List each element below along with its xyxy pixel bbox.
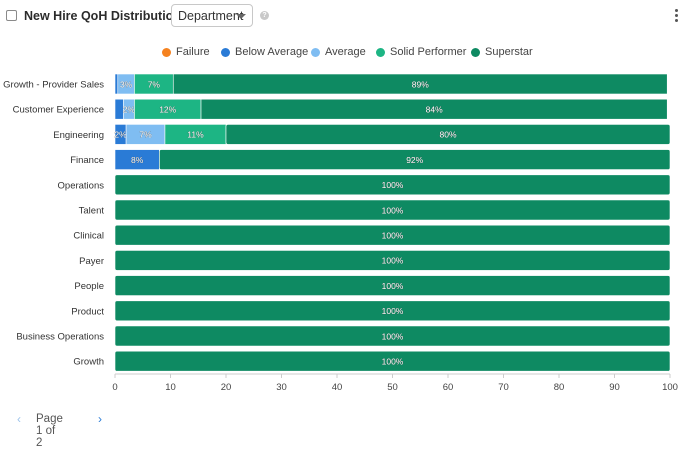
- category-label: Growth: [73, 357, 104, 368]
- category-label: Payer: [79, 256, 104, 267]
- data-label: 100%: [382, 357, 404, 367]
- data-label: 84%: [426, 105, 443, 115]
- legend-dot: [221, 48, 230, 57]
- data-label: 100%: [382, 231, 404, 241]
- legend-dot: [162, 48, 171, 57]
- bar-segment: [114, 350, 671, 372]
- category-label: Business Operations: [16, 332, 104, 343]
- category-label: Talent: [79, 206, 105, 217]
- category-label: Clinical: [73, 231, 104, 242]
- x-tick-label: 10: [165, 382, 176, 393]
- x-tick-label: 100: [662, 382, 678, 393]
- legend-dot: [471, 48, 480, 57]
- x-tick-label: 90: [609, 382, 620, 393]
- category-label: People: [74, 281, 104, 292]
- stacked-bar-chart: Growth - Provider Sales 3% 7% 89% Customer E…: [3, 73, 678, 393]
- bar-segment: [114, 300, 671, 322]
- x-tick-label: 60: [443, 382, 454, 393]
- bar-segment: [114, 250, 671, 271]
- legend-label: Failure: [176, 46, 210, 58]
- x-tick-label: 0: [112, 382, 117, 393]
- data-label: 2%: [123, 105, 136, 115]
- data-label: 3%: [120, 79, 133, 89]
- bar-segment: [114, 224, 671, 246]
- bar-segment: [200, 98, 668, 120]
- x-tick-label: 30: [276, 382, 287, 393]
- caret-down-icon: [236, 14, 246, 19]
- legend-label: Below Average: [235, 46, 309, 58]
- bar-segment: [114, 325, 671, 347]
- x-tick-label: 50: [387, 382, 398, 393]
- select-checkbox[interactable]: [6, 10, 17, 21]
- help-icon[interactable]: ?: [260, 11, 269, 20]
- data-label: 8%: [131, 155, 144, 165]
- bar-segment: [172, 73, 668, 95]
- data-label: 2%: [114, 130, 127, 140]
- x-tick-label: 70: [498, 382, 509, 393]
- data-label: 11%: [187, 130, 204, 140]
- bar-segment: [114, 73, 119, 95]
- legend-dot: [376, 48, 385, 57]
- bar-segment: [225, 124, 671, 145]
- bar-segment: [114, 275, 671, 296]
- chart-header: New Hire QoH Distribution by Department …: [0, 0, 688, 32]
- category-label: Operations: [58, 180, 105, 191]
- bar-segment: [114, 174, 671, 196]
- data-label: 100%: [382, 180, 404, 190]
- x-tick-label: 20: [221, 382, 232, 393]
- x-tick-label: 40: [332, 382, 343, 393]
- data-label: 100%: [382, 306, 404, 316]
- data-label: 92%: [406, 155, 423, 165]
- data-label: 100%: [382, 205, 404, 215]
- prev-page-icon[interactable]: ‹: [17, 412, 21, 426]
- x-tick-label: 80: [554, 382, 565, 393]
- data-label: 7%: [148, 79, 161, 89]
- data-label: 100%: [382, 331, 404, 341]
- chart-title: New Hire QoH Distribution by: [24, 9, 200, 23]
- category-label: Growth - Provider Sales: [3, 80, 104, 91]
- category-label: Engineering: [53, 130, 104, 141]
- data-label: 80%: [439, 130, 456, 140]
- legend-dot: [311, 48, 320, 57]
- bar-segment: [159, 149, 671, 170]
- category-label: Product: [71, 306, 104, 317]
- group-by-dropdown[interactable]: Department: [171, 4, 253, 27]
- data-label: 89%: [412, 79, 429, 89]
- data-label: 12%: [159, 105, 176, 115]
- legend-label: Superstar: [485, 46, 533, 58]
- category-label: Finance: [70, 155, 104, 166]
- next-page-icon[interactable]: ›: [98, 412, 102, 426]
- data-label: 100%: [382, 256, 404, 266]
- legend-label: Average: [325, 46, 366, 58]
- category-label: Customer Experience: [13, 105, 104, 116]
- data-label: 100%: [382, 281, 404, 291]
- bar-segment: [114, 199, 671, 221]
- page-indicator: Page 1 of 2: [36, 413, 63, 449]
- group-by-value: Department: [178, 9, 244, 23]
- more-options-icon[interactable]: [672, 8, 682, 24]
- legend-label: Solid Performer: [390, 46, 467, 58]
- data-label: 7%: [139, 130, 152, 140]
